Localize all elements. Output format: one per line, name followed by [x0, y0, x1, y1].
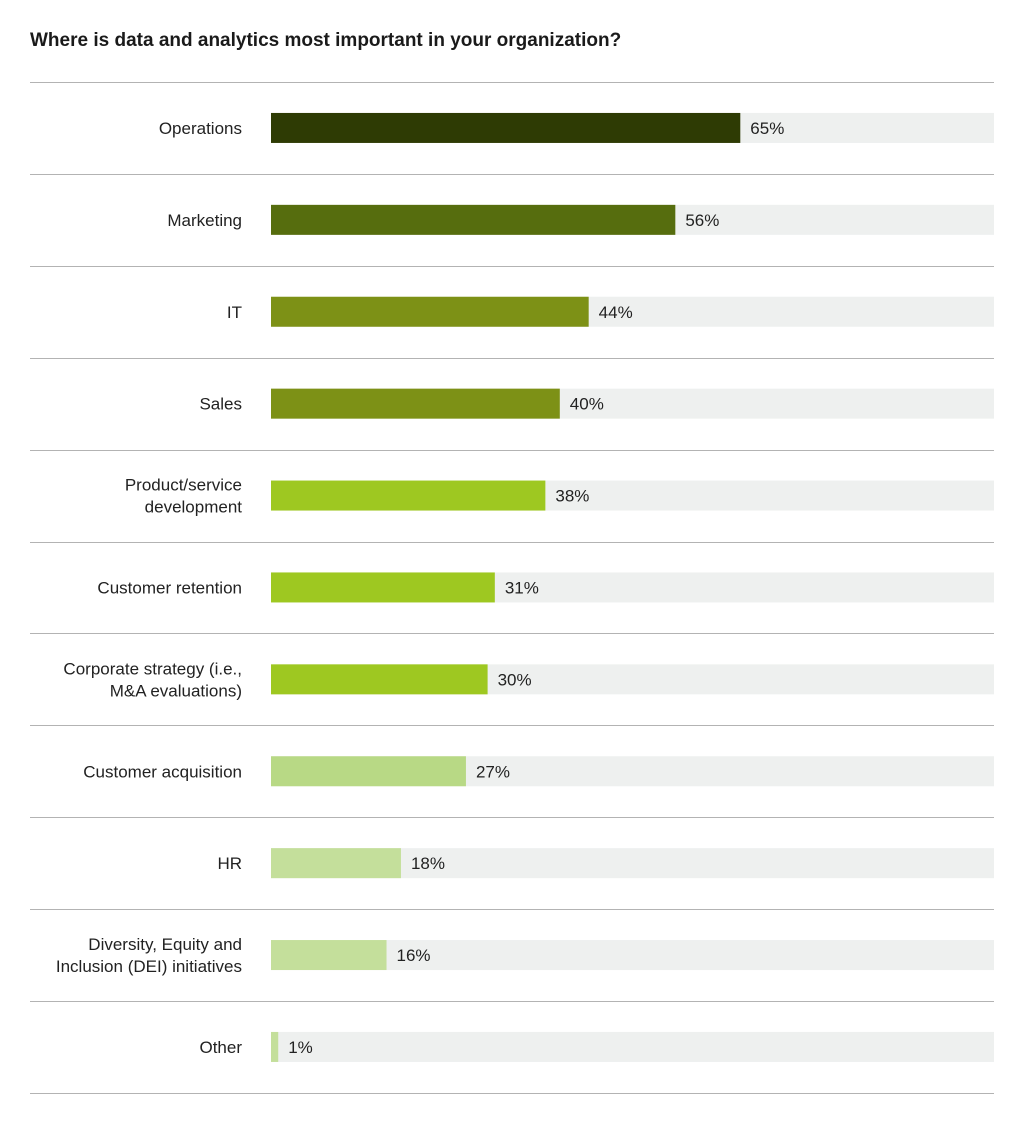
bar — [271, 1031, 279, 1062]
value-label: 40% — [570, 395, 604, 414]
category-label-line: Inclusion (DEI) initiatives — [56, 957, 242, 976]
category-label: Customer acquisition — [83, 762, 242, 781]
value-label: 30% — [498, 670, 532, 689]
category-label: Diversity, Equity and Inclusion (DEI) ini… — [56, 935, 242, 976]
bar — [271, 112, 741, 143]
category-label-line: Corporate strategy (i.e., — [63, 659, 242, 678]
category-label-line: Operations — [159, 119, 242, 138]
value-label: 56% — [685, 211, 719, 230]
category-label: Marketing — [167, 211, 242, 230]
category-label: Other — [199, 1038, 242, 1057]
category-label: Operations — [159, 119, 242, 138]
category-label-line: development — [145, 498, 243, 517]
value-label: 38% — [555, 487, 589, 506]
value-label: 16% — [397, 946, 431, 965]
value-label: 44% — [599, 303, 633, 322]
category-label-line: Product/service — [125, 476, 242, 495]
bar — [271, 572, 495, 603]
category-label-line: Diversity, Equity and — [88, 935, 242, 954]
bar-track — [271, 940, 994, 971]
category-label: Sales — [199, 395, 242, 414]
bar — [271, 940, 387, 971]
value-label: 18% — [411, 854, 445, 873]
bar — [271, 664, 488, 695]
category-label: Customer retention — [97, 578, 242, 597]
value-label: 65% — [750, 119, 784, 138]
value-label: 1% — [288, 1038, 313, 1057]
category-label-line: Sales — [199, 395, 242, 414]
bar — [271, 388, 560, 419]
bar — [271, 480, 546, 511]
chart-title: Where is data and analytics most importa… — [30, 30, 622, 51]
category-label-line: M&A evaluations) — [110, 681, 242, 700]
value-label: 27% — [476, 762, 510, 781]
category-label-line: HR — [217, 854, 242, 873]
bar-track — [271, 1031, 994, 1062]
category-label: IT — [227, 303, 242, 322]
category-label: Product/service development — [125, 476, 242, 517]
value-label: 31% — [505, 578, 539, 597]
bar — [271, 756, 466, 787]
category-label-line: Marketing — [167, 211, 242, 230]
bar — [271, 296, 589, 327]
category-label-line: Customer retention — [97, 578, 242, 597]
category-label-line: Other — [199, 1038, 242, 1057]
category-label-line: IT — [227, 303, 242, 322]
bar — [271, 204, 676, 235]
category-label-line: Customer acquisition — [83, 762, 242, 781]
bar — [271, 848, 401, 879]
category-label: Corporate strategy (i.e., M&A evaluations… — [63, 659, 242, 700]
category-label: HR — [217, 854, 242, 873]
chart-rows: 65% Operations 56% Marketing 44% IT 40% Sales 38… — [30, 82, 994, 1094]
